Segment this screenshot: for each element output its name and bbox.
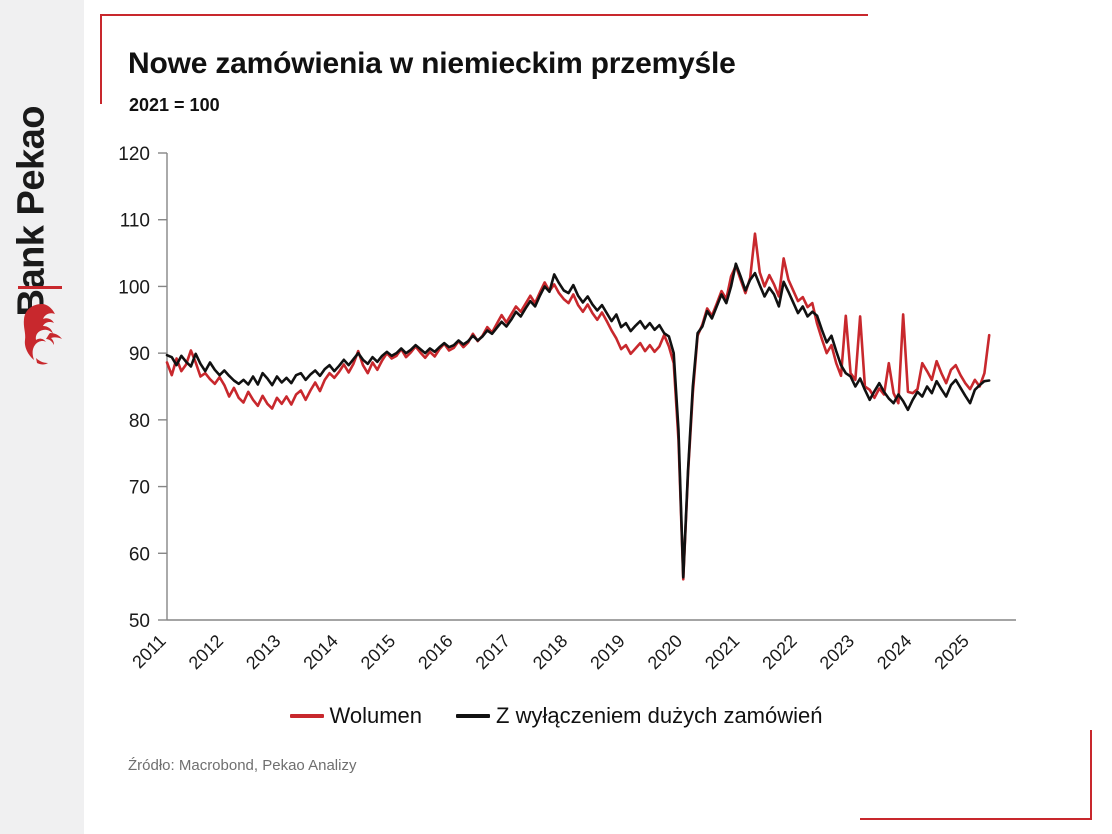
x-tick-label: 2011 (128, 631, 170, 673)
brand-divider (18, 286, 62, 289)
legend-label-excluding-large-orders: Z wyłączeniem dużych zamówień (496, 703, 823, 728)
y-tick-label: 110 (120, 211, 150, 232)
x-tick-label: 2021 (701, 631, 743, 673)
x-tick-label: 2022 (758, 631, 800, 673)
y-tick-label: 120 (118, 144, 150, 165)
x-axis-ticks: 2011 2012 2013 2014 2015 2016 2017 2018 2019 2020… (128, 631, 973, 673)
y-axis-ticks: 50 60 70 80 90 100 110 120 (118, 144, 167, 632)
chart-series-line-excluding-large-orders (165, 262, 991, 579)
chart-legend: Wolumen Z wyłączeniem dużych zamówień (0, 703, 1112, 729)
y-tick-label: 100 (118, 277, 150, 298)
pekao-bison-logo-icon (23, 304, 62, 365)
legend-swatch-wolumen (289, 714, 324, 718)
x-tick-label: 2017 (472, 631, 514, 673)
frame-accent-bottom-right-vertical (1090, 730, 1092, 820)
legend-label-wolumen: Wolumen (329, 703, 423, 728)
brand-name: Bank Pekao (10, 106, 53, 317)
y-tick-label: 60 (129, 544, 150, 565)
x-tick-label: 2016 (414, 631, 456, 673)
source-note: Źródło: Macrobond, Pekao Analizy (128, 757, 357, 774)
x-tick-label: 2024 (873, 631, 915, 673)
chart-title: Nowe zamówienia w niemieckim przemyśle (128, 47, 736, 80)
chart-subtitle: 2021 = 100 (129, 95, 220, 115)
frame-accent-top-left-horizontal (100, 14, 868, 16)
y-tick-label: 70 (129, 478, 150, 499)
legend-item-excluding-large-orders[interactable]: Z wyłączeniem dużych zamówień (456, 703, 823, 729)
x-tick-label: 2025 (930, 631, 972, 673)
frame-accent-bottom-right-horizontal (860, 818, 1092, 820)
x-tick-label: 2015 (357, 631, 399, 673)
chart-series-line-wolumen (165, 232, 991, 581)
chart-series-group (165, 232, 991, 581)
x-tick-label: 2013 (242, 631, 284, 673)
x-tick-label: 2018 (529, 631, 571, 673)
frame-accent-top-left-vertical (100, 14, 102, 104)
x-tick-label: 2012 (185, 631, 227, 673)
x-tick-label: 2020 (644, 631, 686, 673)
y-tick-label: 50 (129, 611, 150, 632)
legend-swatch-excluding-large-orders (456, 714, 491, 718)
y-tick-label: 80 (129, 411, 150, 432)
y-tick-label: 90 (129, 344, 150, 365)
brand-rail: Bank Pekao (0, 0, 84, 834)
legend-item-wolumen[interactable]: Wolumen (289, 703, 423, 729)
x-tick-label: 2014 (299, 631, 341, 673)
x-tick-label: 2019 (586, 631, 628, 673)
x-tick-label: 2023 (816, 631, 858, 673)
